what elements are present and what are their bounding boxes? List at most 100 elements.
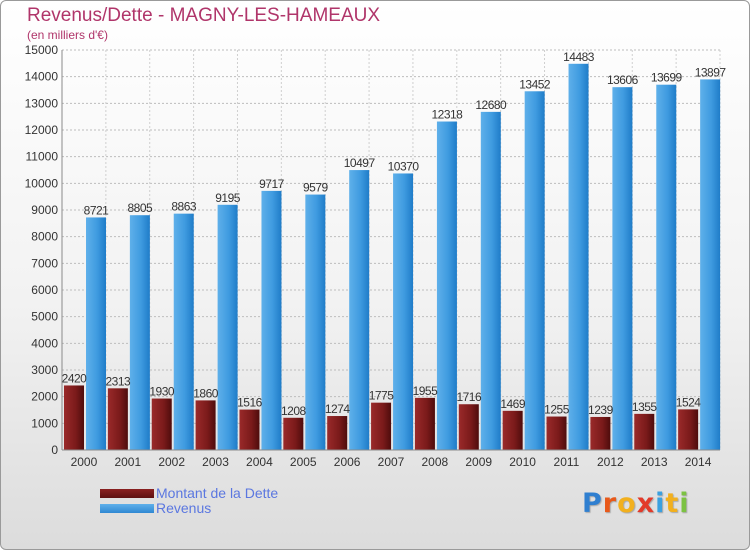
bar-revenue bbox=[305, 194, 326, 450]
data-label-revenue: 9717 bbox=[259, 177, 285, 191]
x-tick-label: 2009 bbox=[465, 455, 492, 469]
chart-title: Revenus/Dette - MAGNY-LES-HAMEAUX bbox=[27, 5, 381, 26]
bar-revenue bbox=[393, 173, 414, 450]
bar-debt bbox=[327, 416, 348, 450]
data-label-revenue: 13606 bbox=[607, 73, 639, 87]
bar-revenue bbox=[436, 121, 457, 451]
y-tick-label: 7000 bbox=[31, 256, 58, 270]
bar-debt bbox=[502, 410, 523, 450]
data-label-revenue: 13897 bbox=[695, 65, 727, 79]
bar-debt bbox=[151, 398, 172, 450]
bar-revenue bbox=[480, 111, 501, 450]
bar-revenue bbox=[217, 204, 238, 450]
data-label-debt: 2420 bbox=[62, 371, 88, 385]
y-tick-label: 9000 bbox=[31, 203, 58, 217]
bar-debt bbox=[283, 417, 304, 450]
data-label-debt: 1516 bbox=[237, 396, 263, 410]
data-label-debt: 1355 bbox=[632, 400, 658, 414]
y-tick-label: 10000 bbox=[25, 176, 59, 190]
data-label-revenue: 8805 bbox=[128, 201, 154, 215]
x-tick-label: 2002 bbox=[158, 455, 185, 469]
bar-revenue bbox=[656, 84, 677, 451]
y-tick-label: 8000 bbox=[31, 230, 58, 244]
bar-debt bbox=[590, 416, 611, 450]
label-layer: 2420 8721 2313 8805 1930 8863 1860 9195 1516 9717… bbox=[62, 50, 727, 418]
data-label-revenue: 13452 bbox=[519, 77, 551, 91]
legend-label-revenue: Revenus bbox=[156, 500, 212, 516]
proxiti-logo: Proxiti bbox=[582, 488, 690, 519]
y-tick-label: 3000 bbox=[31, 363, 58, 377]
data-label-debt: 1955 bbox=[413, 384, 439, 398]
x-tick-label: 2013 bbox=[641, 455, 668, 469]
bar-revenue bbox=[86, 217, 106, 450]
x-tick-label: 2012 bbox=[597, 455, 624, 469]
bar-debt bbox=[239, 409, 260, 450]
bar-debt bbox=[107, 388, 128, 450]
data-label-debt: 1274 bbox=[325, 402, 351, 416]
logo-letter: r bbox=[602, 488, 618, 519]
data-label-debt: 1239 bbox=[588, 403, 614, 417]
bar-debt bbox=[634, 413, 655, 450]
logo-letter: t bbox=[665, 488, 680, 519]
data-label-debt: 2313 bbox=[106, 374, 132, 388]
y-tick-label: 15000 bbox=[25, 43, 59, 57]
data-label-revenue: 8721 bbox=[84, 203, 110, 217]
x-tick-label: 2008 bbox=[422, 455, 449, 469]
data-label-debt: 1775 bbox=[369, 389, 395, 403]
bar-revenue bbox=[568, 63, 589, 450]
y-tick-label: 0 bbox=[51, 443, 58, 457]
data-label-revenue: 9579 bbox=[303, 181, 329, 195]
data-label-debt: 1469 bbox=[500, 397, 526, 411]
logo-letter: i bbox=[655, 488, 666, 519]
bar-layer bbox=[64, 63, 721, 451]
data-label-debt: 1930 bbox=[149, 385, 175, 399]
bar-revenue bbox=[524, 91, 545, 450]
bar-debt bbox=[458, 404, 479, 450]
bar-revenue bbox=[349, 170, 370, 450]
bar-debt bbox=[546, 416, 567, 450]
y-tick-label: 14000 bbox=[25, 70, 59, 84]
y-tick-label: 2000 bbox=[31, 390, 58, 404]
bar-debt bbox=[195, 400, 216, 450]
data-label-debt: 1716 bbox=[456, 390, 482, 404]
data-label-revenue: 9195 bbox=[215, 191, 241, 205]
y-tick-label: 13000 bbox=[25, 96, 59, 110]
data-label-debt: 1524 bbox=[676, 395, 702, 409]
bar-debt bbox=[678, 409, 699, 450]
x-tick-label: 2000 bbox=[71, 455, 98, 469]
y-tick-label: 11000 bbox=[26, 150, 59, 164]
data-label-revenue: 14483 bbox=[563, 50, 595, 64]
x-tick-label: 2014 bbox=[685, 455, 712, 469]
bar-revenue bbox=[173, 213, 194, 450]
logo-letter: x bbox=[636, 488, 656, 519]
bar-revenue bbox=[261, 190, 282, 450]
x-tick-label: 2010 bbox=[509, 455, 536, 469]
y-tick-label: 5000 bbox=[31, 310, 58, 324]
data-label-revenue: 12318 bbox=[431, 108, 463, 122]
x-tick-label: 2004 bbox=[246, 455, 273, 469]
x-tick-label: 2011 bbox=[554, 455, 580, 469]
data-label-debt: 1860 bbox=[193, 386, 219, 400]
chart-subtitle: (en milliers d'€) bbox=[27, 28, 108, 42]
data-label-revenue: 10370 bbox=[388, 159, 420, 173]
x-tick-label: 2007 bbox=[378, 455, 405, 469]
x-tick-label: 2005 bbox=[290, 455, 317, 469]
axis-layer: 0 1000 2000 3000 4000 5000 6000 7000 8000 9000 100… bbox=[25, 43, 720, 469]
legend-label-debt: Montant de la Dette bbox=[156, 485, 279, 501]
legend-swatch-debt bbox=[100, 489, 154, 498]
logo-letter: o bbox=[617, 488, 637, 519]
bar-debt bbox=[414, 397, 435, 450]
y-tick-label: 1000 bbox=[31, 416, 58, 430]
bar-revenue bbox=[129, 215, 150, 450]
data-label-debt: 1255 bbox=[544, 403, 570, 417]
bar-revenue bbox=[700, 79, 721, 450]
legend-swatch-revenue bbox=[100, 504, 154, 513]
bar-debt bbox=[64, 385, 84, 450]
data-label-revenue: 8863 bbox=[171, 200, 197, 214]
logo-letter: P bbox=[582, 488, 603, 519]
data-label-revenue: 13699 bbox=[651, 71, 683, 85]
data-label-revenue: 10497 bbox=[344, 156, 376, 170]
y-tick-label: 6000 bbox=[31, 283, 58, 297]
data-label-debt: 1208 bbox=[281, 404, 307, 418]
